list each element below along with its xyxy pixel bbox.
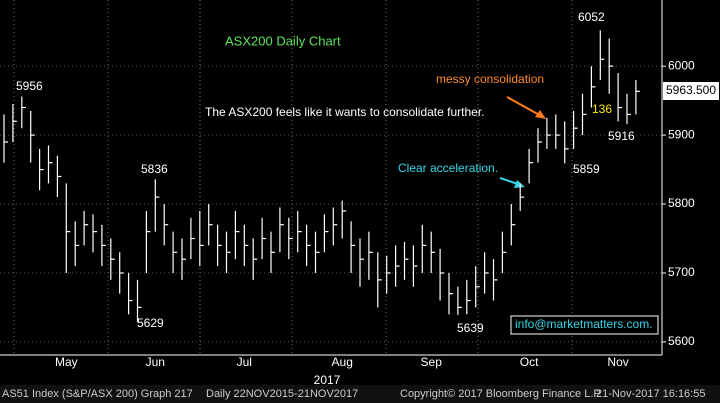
annotation: 136: [592, 102, 612, 116]
y-tick-label: 5700: [668, 265, 695, 279]
year-label: 2017: [314, 373, 341, 387]
chart-title: ASX200 Daily Chart: [225, 33, 341, 48]
info-box: [510, 315, 659, 335]
annotation: 5639: [457, 321, 484, 335]
annotation: 5859: [573, 162, 600, 176]
y-tick-label: 5600: [668, 334, 695, 348]
annotation: The ASX200 feels like it wants to consol…: [205, 105, 485, 119]
annotation: 5629: [137, 316, 164, 330]
footer-text: 21-Nov-2017 16:16:55: [596, 388, 705, 400]
footer-bar: [0, 385, 720, 403]
last-price-box: [663, 82, 719, 100]
arrow-head: [514, 180, 525, 188]
annotation: info@marketmatters.com.: [515, 317, 653, 331]
x-tick-label: Nov: [607, 355, 628, 369]
y-tick-label: 5900: [668, 127, 695, 141]
annotation: Clear acceleration.: [398, 161, 498, 175]
annotation: 5956: [16, 79, 43, 93]
annotation: 5836: [141, 162, 168, 176]
footer-text: AS51 Index (S&P/ASX 200) Graph 217: [2, 388, 193, 400]
arrow-head: [535, 110, 546, 119]
footer-text: Copyright© 2017 Bloomberg Finance L.P.: [400, 388, 602, 400]
annotation: 6052: [578, 10, 605, 24]
x-tick-label: Jul: [237, 355, 252, 369]
footer-text: Daily 22NOV2015-21NOV2017: [206, 388, 358, 400]
annotation: 5916: [608, 129, 635, 143]
annotation: messy consolidation: [436, 72, 544, 86]
x-tick-label: Oct: [520, 355, 539, 369]
y-tick-label: 6000: [668, 58, 695, 72]
x-tick-label: Aug: [332, 355, 353, 369]
x-tick-label: May: [55, 355, 78, 369]
last-price-label: 5963.500: [666, 83, 716, 97]
x-tick-label: Sep: [421, 355, 443, 369]
arrow: [506, 96, 544, 118]
y-tick-label: 5800: [668, 196, 695, 210]
x-tick-label: Jun: [146, 355, 165, 369]
